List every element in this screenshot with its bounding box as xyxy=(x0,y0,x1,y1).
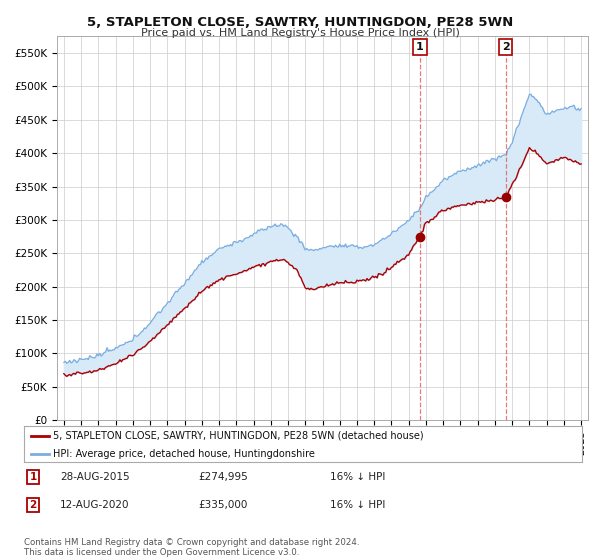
Text: 28-AUG-2015: 28-AUG-2015 xyxy=(60,472,130,482)
Text: 16% ↓ HPI: 16% ↓ HPI xyxy=(330,500,385,510)
Text: 16% ↓ HPI: 16% ↓ HPI xyxy=(330,472,385,482)
Text: £335,000: £335,000 xyxy=(198,500,247,510)
Text: 5, STAPLETON CLOSE, SAWTRY, HUNTINGDON, PE28 5WN (detached house): 5, STAPLETON CLOSE, SAWTRY, HUNTINGDON, … xyxy=(53,431,424,441)
Text: 1: 1 xyxy=(29,472,37,482)
Text: 5, STAPLETON CLOSE, SAWTRY, HUNTINGDON, PE28 5WN: 5, STAPLETON CLOSE, SAWTRY, HUNTINGDON, … xyxy=(87,16,513,29)
Text: Contains HM Land Registry data © Crown copyright and database right 2024.
This d: Contains HM Land Registry data © Crown c… xyxy=(24,538,359,557)
Text: £274,995: £274,995 xyxy=(198,472,248,482)
Text: 2: 2 xyxy=(502,42,509,52)
Text: 12-AUG-2020: 12-AUG-2020 xyxy=(60,500,130,510)
Text: 1: 1 xyxy=(416,42,424,52)
Text: HPI: Average price, detached house, Huntingdonshire: HPI: Average price, detached house, Hunt… xyxy=(53,449,315,459)
Text: 2: 2 xyxy=(29,500,37,510)
Text: Price paid vs. HM Land Registry's House Price Index (HPI): Price paid vs. HM Land Registry's House … xyxy=(140,28,460,38)
